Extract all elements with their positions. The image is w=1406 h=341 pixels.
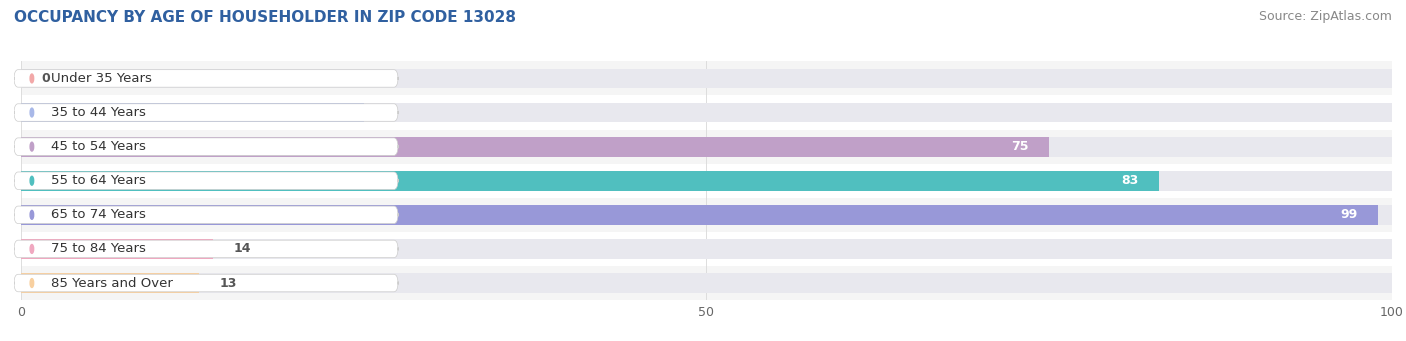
Bar	[21, 137, 1392, 157]
Bar	[21, 61, 1392, 95]
Bar	[21, 239, 1392, 259]
FancyBboxPatch shape	[14, 138, 398, 155]
Text: 65 to 74 Years: 65 to 74 Years	[51, 208, 146, 221]
Text: 45 to 54 Years: 45 to 54 Years	[51, 140, 146, 153]
Text: 75 to 84 Years: 75 to 84 Years	[51, 242, 146, 255]
Bar	[21, 130, 1392, 164]
Bar	[21, 171, 1392, 191]
Text: OCCUPANCY BY AGE OF HOUSEHOLDER IN ZIP CODE 13028: OCCUPANCY BY AGE OF HOUSEHOLDER IN ZIP C…	[14, 10, 516, 25]
Text: 85 Years and Over: 85 Years and Over	[51, 277, 173, 290]
Text: 35 to 44 Years: 35 to 44 Years	[51, 106, 146, 119]
Circle shape	[30, 108, 34, 117]
Text: 99: 99	[1340, 208, 1358, 221]
FancyBboxPatch shape	[14, 240, 398, 258]
Bar	[21, 273, 1392, 293]
Bar	[21, 137, 1049, 157]
Bar	[21, 164, 1392, 198]
Text: 55 to 64 Years: 55 to 64 Years	[51, 174, 146, 187]
Text: 14: 14	[233, 242, 250, 255]
FancyBboxPatch shape	[14, 172, 398, 190]
Text: 83: 83	[1121, 174, 1139, 187]
Circle shape	[30, 142, 34, 151]
Bar	[21, 103, 364, 122]
Bar	[21, 205, 1392, 225]
Circle shape	[30, 279, 34, 287]
Circle shape	[30, 210, 34, 219]
Circle shape	[30, 176, 34, 185]
Bar	[21, 266, 1392, 300]
Bar	[21, 205, 1378, 225]
Text: 75: 75	[1011, 140, 1029, 153]
Circle shape	[30, 244, 34, 253]
Text: 25: 25	[326, 106, 343, 119]
Bar	[21, 95, 1392, 130]
Bar	[21, 232, 1392, 266]
Bar	[21, 239, 212, 259]
FancyBboxPatch shape	[14, 206, 398, 224]
Bar	[21, 198, 1392, 232]
FancyBboxPatch shape	[14, 70, 398, 87]
Text: Under 35 Years: Under 35 Years	[51, 72, 152, 85]
Bar	[21, 103, 1392, 122]
FancyBboxPatch shape	[14, 274, 398, 292]
Bar	[21, 171, 1159, 191]
Bar	[21, 69, 1392, 88]
Text: 13: 13	[219, 277, 238, 290]
Text: Source: ZipAtlas.com: Source: ZipAtlas.com	[1258, 10, 1392, 23]
Bar	[21, 273, 200, 293]
Text: 0: 0	[42, 72, 51, 85]
FancyBboxPatch shape	[14, 104, 398, 121]
Circle shape	[30, 74, 34, 83]
